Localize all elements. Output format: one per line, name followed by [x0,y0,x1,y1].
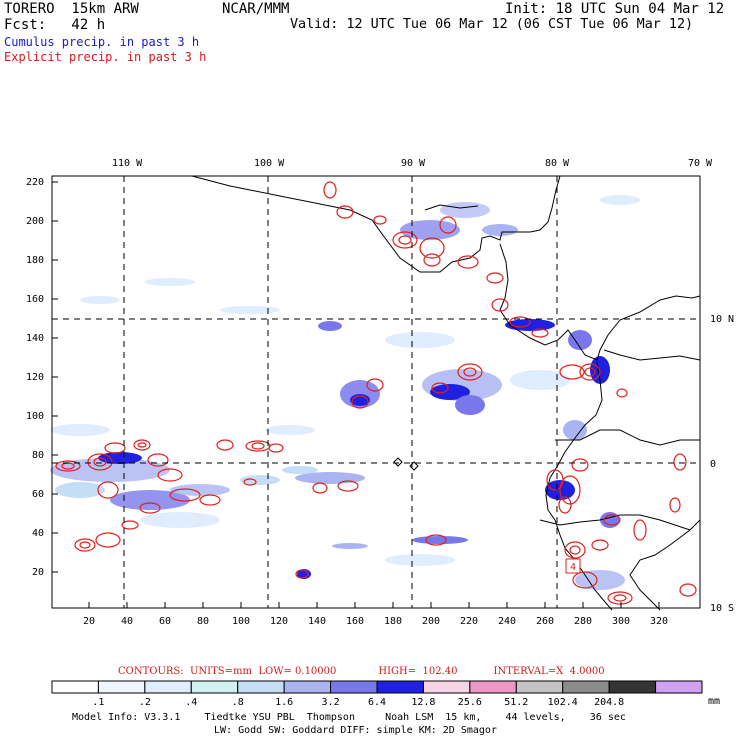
lon-label-100w: 100 W [254,158,285,169]
x-tick-label: 80 [197,616,209,627]
x-tick-label: 20 [83,616,95,627]
lat-label-10s: 10 S [710,603,734,614]
coastlines [191,175,701,611]
legend-cumulus: Cumulus precip. in past 3 h [4,35,200,49]
x-axis: 20 40 60 80 100 120 140 160 180 200 220 … [83,602,668,627]
map-frame [51,175,701,609]
y-tick-label: 200 [26,216,44,227]
colorbar-unit: mm [708,696,720,707]
x-tick-label: 300 [612,616,630,627]
contour-info: CONTOURS: UNITS=mm LOW= 0.10000 HIGH= 102… [118,666,605,677]
colorbar-swatch [330,680,378,694]
colorbar: .1 .2 .4 .8 1.6 3.2 6.4 12.8 25.6 51.2 102.4 204.8 [51,680,703,708]
colorbar-label: 204.8 [594,697,624,708]
colorbar-swatch [469,680,517,694]
cumulus-precip-shading [50,195,640,590]
x-tick-label: 60 [159,616,171,627]
colorbar-swatch [283,680,332,694]
x-tick-label: 240 [498,616,516,627]
lon-label-80w: 80 W [545,158,570,169]
contour-label-text: 4 [570,562,576,573]
colorbar-swatch [237,680,285,694]
init-time: Init: 18 UTC Sun 04 Mar 12 [505,1,725,17]
colorbar-swatch [97,680,146,694]
y-axis: 220 200 180 160 140 120 100 80 60 40 20 [26,177,58,578]
colorbar-swatch [562,680,610,694]
y-tick-label: 80 [32,450,44,461]
colorbar-swatch [51,680,99,694]
colorbar-swatch [376,680,424,694]
y-tick-label: 60 [32,489,44,500]
x-tick-label: 120 [270,616,288,627]
lon-label-110w: 110 W [112,158,143,169]
model-title: TORERO 15km ARW [4,1,139,17]
contour-units: CONTOURS: UNITS=mm LOW= 0.10000 [118,666,337,677]
y-tick-label: 220 [26,177,44,188]
model-info-line1: Model Info: V3.3.1 Tiedtke YSU PBL Thomp… [72,712,626,723]
x-tick-label: 200 [422,616,440,627]
map-plot-area: 4 [50,175,701,611]
center-label: NCAR/MMM [222,1,290,17]
x-tick-label: 320 [650,616,668,627]
y-tick-label: 140 [26,333,44,344]
x-tick-label: 180 [384,616,402,627]
colorbar-swatch [144,680,192,694]
colorbar-label: .4 [185,697,197,708]
x-tick-label: 140 [308,616,326,627]
x-tick-label: 100 [232,616,250,627]
colorbar-label: .1 [92,697,104,708]
contour-high: HIGH= 102.40 [378,666,458,677]
forecast-hour: Fcst: 42 h [4,17,106,33]
contour-label-box [565,558,581,574]
latlon-grid [52,176,700,608]
valid-time: Valid: 12 UTC Tue 06 Mar 12 (06 CST Tue … [290,17,694,32]
colorbar-swatch [515,680,564,694]
colorbar-label: 102.4 [548,697,578,708]
contour-interval: INTERVAL=X 4.0000 [493,666,605,677]
y-tick-label: 40 [32,528,44,539]
x-tick-label: 40 [121,616,133,627]
colorbar-swatch [190,680,239,694]
legend-explicit: Explicit precip. in past 3 h [4,50,207,64]
x-tick-label: 220 [460,616,478,627]
colorbar-swatch [608,680,657,694]
colorbar-label: 12.8 [411,697,435,708]
lat-label-10n: 10 N [710,314,734,325]
colorbar-label: 25.6 [458,697,482,708]
y-tick-label: 120 [26,372,44,383]
colorbar-label: .8 [232,697,244,708]
colorbar-label: 1.6 [275,697,293,708]
lat-label-0: 0 [710,459,716,470]
x-tick-label: 260 [536,616,554,627]
y-tick-label: 180 [26,255,44,266]
colorbar-label: 6.4 [368,697,386,708]
y-tick-label: 160 [26,294,44,305]
colorbar-label: 51.2 [504,697,528,708]
lon-label-70w: 70 W [688,158,713,169]
y-tick-label: 20 [32,567,44,578]
colorbar-label: .2 [139,697,151,708]
colorbar-swatch [422,680,471,694]
model-info-line2: LW: Godd SW: Goddard DIFF: simple KM: 2D… [214,725,497,736]
lon-label-90w: 90 W [401,158,426,169]
y-tick-label: 100 [26,411,44,422]
colorbar-swatch [655,680,703,694]
x-tick-label: 280 [574,616,592,627]
colorbar-label: 3.2 [322,697,340,708]
x-tick-label: 160 [346,616,364,627]
explicit-precip-contours [55,181,697,605]
